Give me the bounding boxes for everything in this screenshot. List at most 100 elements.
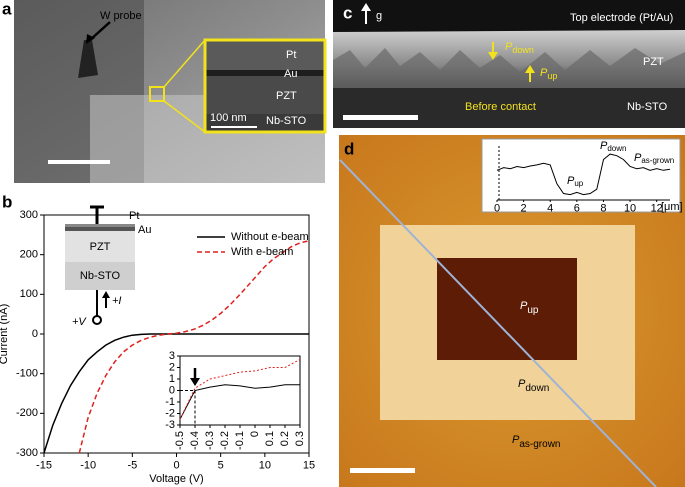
p-main: P [512, 434, 520, 446]
x-tick-label: 8 [600, 202, 606, 214]
x-tick-label: 0.1 [264, 431, 276, 446]
series-line [78, 240, 310, 454]
x-tick-label: -0.5 [174, 431, 186, 450]
y-tick-label: -3 [165, 419, 175, 431]
substrate [333, 88, 685, 128]
annotation: Pdown [600, 140, 626, 153]
x-tick-label: -0.2 [219, 431, 231, 450]
plot-frame [179, 355, 301, 426]
series-line [179, 358, 301, 420]
probe-label: W probe [100, 10, 142, 22]
layer-label: Nb-STO [80, 270, 121, 282]
probe-arrow [89, 21, 111, 41]
x-tick-label: 2 [521, 202, 527, 214]
panel-label: a [2, 0, 12, 18]
y-tick-label: 3 [169, 350, 175, 362]
x-tick-label: 0.3 [294, 431, 306, 446]
x-tick-label: 6 [574, 202, 580, 214]
series-line [496, 153, 671, 196]
pt-layer [205, 40, 325, 70]
layer-label: PZT [90, 241, 111, 253]
annotation: Pas-grown [634, 152, 674, 165]
y-axis-label: Current (nA) [0, 304, 10, 365]
arrow-head [190, 378, 200, 386]
arrow-head [86, 34, 95, 44]
voltage-label: +V [72, 316, 87, 328]
y-tick-label: 0 [32, 328, 38, 340]
p-sub: up [527, 305, 539, 316]
x-tick-label: 0 [494, 202, 500, 214]
p-main: P [520, 300, 528, 312]
x-axis-label: Voltage (V) [149, 473, 203, 485]
arrow-head [525, 65, 535, 73]
p-sub: down [512, 45, 534, 55]
series-line [43, 333, 309, 454]
y-tick-label: 100 [20, 288, 38, 300]
annotation-sub: up [574, 179, 583, 188]
x-tick-label: 0.2 [279, 431, 291, 446]
annotation-sub: down [607, 144, 626, 153]
panel-d: d Pup Pdown Pas-grown [339, 135, 685, 487]
x-tick-label: 15 [303, 460, 315, 472]
p-sub: down [525, 383, 549, 394]
scale-bar [350, 468, 415, 473]
arrow-head [361, 3, 371, 11]
profile-line [339, 159, 657, 487]
layer-label: Au [138, 224, 151, 236]
p-sub: as-grown [519, 439, 560, 450]
layer-label: PZT [276, 90, 297, 102]
y-tick-label: 2 [169, 361, 175, 373]
y-tick-label: 1 [169, 373, 175, 385]
panel-a: a W probe Pt Au PZT 100 nm Nb-STO [2, 0, 327, 183]
x-tick-label: -0.4 [189, 431, 201, 450]
au-layer [205, 70, 325, 76]
annotation-sub: as-grown [641, 156, 674, 165]
x-tick-label: 10 [624, 202, 636, 214]
pzt-grains [333, 48, 685, 88]
x-tick-label: -0.1 [234, 431, 246, 450]
scale-label: 100 nm [210, 112, 247, 124]
y-tick-label: 0 [169, 384, 175, 396]
p-main: P [505, 41, 513, 53]
pdown-label: Pdown [518, 378, 549, 394]
layer-label: Pt [286, 49, 296, 61]
pup-region [437, 258, 577, 360]
x-axis-label: [μm] [661, 201, 683, 213]
pup-label: Pup [540, 67, 557, 81]
current-label: +I [112, 295, 121, 307]
y-tick-label: -100 [16, 368, 38, 380]
layer-label: Au [284, 68, 297, 80]
pzt-layer [65, 231, 135, 262]
x-tick-label: 10 [259, 460, 271, 472]
pt-layer [65, 224, 135, 227]
annotation: Pup [567, 175, 584, 188]
x-tick-label: 12 [651, 202, 663, 214]
y-tick-label: -300 [16, 447, 38, 459]
pup-label: Pup [520, 300, 539, 316]
nbsto-layer [65, 262, 135, 290]
x-tick-label: 0 [249, 431, 261, 437]
arrow-head [488, 52, 498, 60]
y-tick-label: 200 [20, 249, 38, 261]
layer-label: PZT [643, 56, 664, 68]
layer-label: Pt [129, 210, 139, 222]
zoom-line [163, 100, 206, 133]
x-tick-label: -15 [36, 460, 52, 472]
panel-c: c g Top electrode (Pt/Au) PZT Nb-STO Bef… [333, 0, 685, 128]
au-layer [65, 227, 135, 231]
y-tick-label: -1 [165, 396, 175, 408]
legend-label: Without e-beam [231, 231, 309, 243]
inset-frame [203, 38, 327, 134]
annotation-main: P [634, 152, 642, 164]
scale-bar [343, 115, 418, 120]
layer-label: Nb-STO [266, 115, 307, 127]
arrow-head [102, 291, 110, 298]
y-tick-label: 300 [20, 209, 38, 221]
gravity-label: g [376, 10, 382, 22]
panel-label: b [2, 192, 12, 211]
p-main: P [518, 378, 526, 390]
legend-label: With e-beam [231, 246, 293, 258]
series-line [179, 384, 300, 420]
x-tick-label: 0 [173, 460, 179, 472]
zoom-box [149, 86, 165, 102]
